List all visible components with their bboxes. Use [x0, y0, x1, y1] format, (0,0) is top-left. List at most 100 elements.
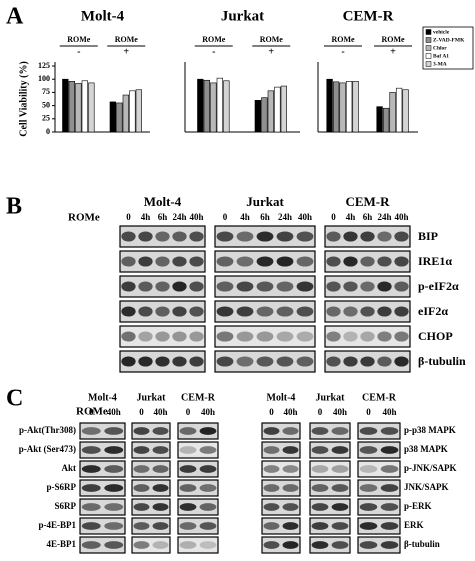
band: [282, 503, 299, 511]
band: [236, 306, 254, 317]
band: [263, 522, 280, 530]
blot-box: [79, 460, 126, 478]
bar: [210, 82, 217, 133]
blot-box: [261, 441, 301, 459]
legend-label: Chlor: [433, 45, 447, 51]
band: [155, 331, 170, 342]
blot-box: [79, 517, 126, 535]
band: [326, 256, 341, 267]
cell-line-label: CEM-R: [362, 392, 397, 403]
band: [380, 503, 399, 511]
band: [121, 356, 136, 367]
band: [377, 306, 392, 317]
treatment-label: ROMe: [76, 406, 108, 418]
lane-label: 24h: [278, 212, 292, 222]
lane-label: 6h: [158, 212, 168, 222]
blot-box: [357, 517, 401, 535]
band: [104, 427, 124, 435]
bar: [122, 94, 129, 133]
blot-box: [309, 460, 351, 478]
band: [296, 331, 314, 342]
band: [199, 465, 217, 473]
blot-box: [309, 498, 351, 516]
band: [152, 446, 169, 454]
band: [179, 465, 197, 473]
band: [377, 281, 392, 292]
band: [138, 331, 153, 342]
bar: [402, 89, 409, 133]
band: [256, 331, 274, 342]
band: [377, 331, 392, 342]
group-title: ROMe: [381, 35, 405, 44]
treatment-label: ROMe: [68, 212, 100, 224]
blot-box: [177, 460, 219, 478]
band: [236, 281, 254, 292]
lane-label: 40h: [189, 212, 203, 222]
blot-box: [309, 536, 351, 554]
blot-box: [324, 325, 411, 348]
blot-box: [177, 479, 219, 497]
blot-box: [261, 479, 301, 497]
band: [359, 465, 378, 473]
band: [296, 306, 314, 317]
bar: [339, 82, 346, 133]
y-tick-label: 75: [42, 87, 50, 96]
lane-label: 40h: [394, 212, 408, 222]
protein-label: p-JNK/SAPK: [404, 463, 457, 473]
y-tick-label: 0: [46, 127, 50, 136]
protein-label: IRE1α: [418, 254, 452, 268]
band: [360, 281, 375, 292]
protein-label: β-tubulin: [404, 539, 440, 549]
blot-box: [261, 460, 301, 478]
bar: [395, 87, 403, 133]
band: [199, 503, 217, 511]
band: [311, 427, 329, 435]
band: [199, 522, 217, 530]
band: [331, 484, 349, 492]
band: [359, 427, 378, 435]
bar: [88, 82, 95, 133]
blot-box: [261, 536, 301, 554]
band: [81, 446, 101, 454]
band: [179, 427, 197, 435]
bar: [62, 78, 69, 133]
band: [155, 306, 170, 317]
band: [256, 281, 274, 292]
band: [263, 427, 280, 435]
group-title: ROMe: [331, 35, 355, 44]
band: [276, 306, 294, 317]
blot-box: [309, 422, 351, 440]
blot-box: [177, 536, 219, 554]
band: [138, 231, 153, 242]
band: [133, 465, 150, 473]
lane-label: 40h: [153, 407, 167, 417]
band: [311, 503, 329, 511]
lane-label: 4h: [141, 212, 151, 222]
legend-swatch: [425, 53, 432, 59]
band: [189, 231, 204, 242]
band: [311, 522, 329, 530]
group-title: ROMe: [67, 35, 91, 44]
panel-label: A: [6, 4, 24, 30]
bar: [135, 89, 142, 133]
blot-box: [131, 479, 171, 497]
chart-title: Molt-4: [81, 8, 125, 24]
group-label: -: [341, 46, 344, 57]
band: [282, 541, 299, 549]
cell-line-label: Jurkat: [316, 392, 346, 403]
band: [263, 541, 280, 549]
bar: [81, 80, 88, 133]
band: [104, 446, 124, 454]
bar: [352, 81, 359, 133]
y-tick-label: 50: [42, 100, 50, 109]
band: [343, 256, 358, 267]
lane-label: 0: [139, 407, 144, 417]
chart-title: CEM-R: [343, 8, 394, 24]
band: [121, 331, 136, 342]
band: [331, 465, 349, 473]
band: [81, 465, 101, 473]
band: [394, 256, 409, 267]
band: [121, 306, 136, 317]
lane-label: 0: [269, 407, 274, 417]
